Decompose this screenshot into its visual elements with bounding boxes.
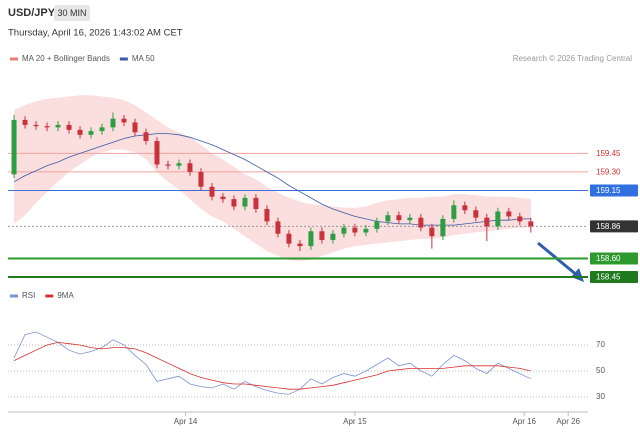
candle-body (506, 211, 512, 217)
candle-body (198, 171, 204, 187)
x-tick-label: Apr 14 (174, 417, 198, 426)
candle-body (484, 217, 490, 227)
candle-body (209, 186, 215, 197)
candle-body (88, 131, 94, 135)
candle-body (132, 122, 138, 133)
y-tick-label: 30 (596, 392, 605, 401)
candle-body (495, 211, 501, 227)
level-label: 159.45 (596, 149, 621, 158)
candle-body (66, 124, 72, 130)
candle-body (165, 164, 171, 166)
legend-label: MA 20 + Bollinger Bands (22, 54, 110, 63)
candle-body (451, 205, 457, 219)
forecast-arrow (537, 241, 579, 278)
candle-body (374, 221, 380, 229)
candle-body (352, 227, 358, 233)
level-label: 159.30 (596, 168, 621, 177)
bollinger-band (14, 95, 531, 261)
symbol: USD/JPY (8, 7, 56, 19)
candle-body (429, 227, 435, 237)
candle-body (121, 118, 127, 123)
candle-body (319, 231, 325, 240)
candle-body (77, 129, 83, 135)
candle-body (11, 119, 17, 175)
candle-body (99, 127, 105, 132)
level-box (590, 184, 638, 197)
forecast-arrow-head (571, 268, 584, 282)
level-label: 158.86 (596, 222, 621, 231)
candle-body (418, 217, 424, 228)
candle-body (330, 233, 336, 240)
level-box (590, 220, 638, 233)
candle-body (242, 197, 248, 207)
credit: Research © 2026 Trading Central (513, 54, 633, 63)
level-label: 158.60 (596, 254, 621, 263)
candle-body (407, 217, 413, 221)
candle-body (341, 227, 347, 234)
candle-body (110, 118, 116, 128)
candle-body (176, 163, 182, 166)
candle-body (528, 221, 534, 227)
candle-body (55, 124, 61, 128)
candle-body (462, 205, 468, 211)
candle-body (473, 210, 479, 218)
candle-body (275, 221, 281, 234)
candle-body (286, 233, 292, 244)
timestamp: Thursday, April 16, 2026 1:43:02 AM CET (8, 28, 183, 39)
indicator-line (13, 331, 531, 395)
candle-body (264, 209, 270, 222)
candle-body (220, 196, 226, 200)
level-label: 159.15 (596, 186, 621, 195)
candle-body (363, 228, 369, 233)
candle-body (22, 119, 28, 125)
candle-body (187, 163, 193, 172)
candle-body (154, 140, 160, 165)
candle-body (231, 199, 237, 207)
x-tick-label: Apr 26 (556, 417, 580, 426)
candle-body (253, 197, 259, 210)
y-tick-label: 50 (596, 366, 605, 375)
candle-body (396, 215, 402, 221)
x-tick-label: Apr 16 (512, 417, 536, 426)
candle-body (143, 132, 149, 141)
y-tick-label: 70 (596, 340, 605, 349)
level-label: 158.45 (596, 273, 621, 282)
candle-body (517, 216, 523, 222)
level-box (590, 252, 638, 265)
candle-body (440, 218, 446, 237)
interval-box (54, 5, 90, 21)
candle-body (308, 231, 314, 247)
level-box (590, 271, 638, 284)
legend-label: MA 50 (132, 54, 155, 63)
candle-body (33, 124, 39, 127)
interval: 30 MIN (57, 8, 86, 18)
candle-body (385, 215, 391, 222)
candle-body (44, 126, 50, 128)
candle-body (297, 243, 303, 247)
indicator-line (13, 341, 531, 390)
x-tick-label: Apr 15 (343, 417, 367, 426)
legend-label: 9MA (57, 291, 74, 300)
legend-label: RSI (22, 291, 35, 300)
